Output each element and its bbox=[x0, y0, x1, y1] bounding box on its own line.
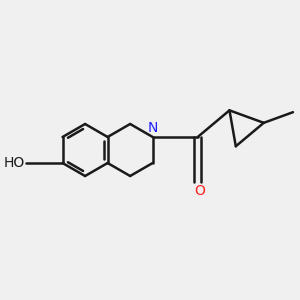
Text: N: N bbox=[148, 121, 158, 135]
Text: HO: HO bbox=[3, 156, 24, 170]
Text: O: O bbox=[194, 184, 205, 198]
